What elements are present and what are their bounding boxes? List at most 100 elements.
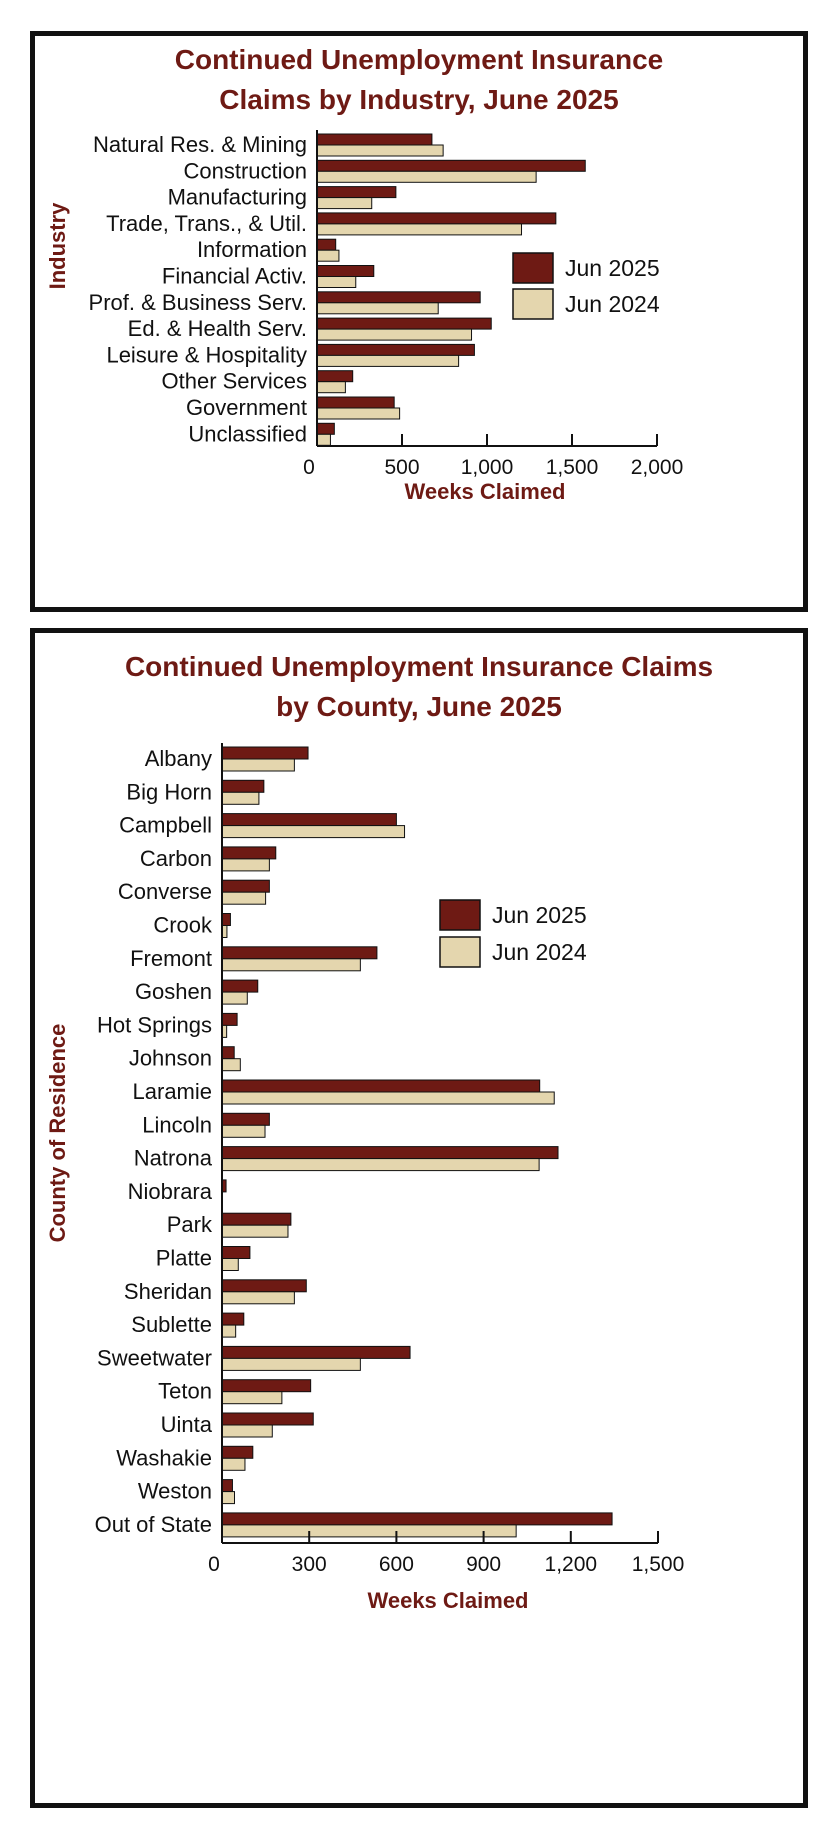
bar-jun2024-government	[316, 407, 401, 420]
x-tick-label-1: 300	[292, 1553, 327, 1576]
category-label-out-of-state: Out of State	[95, 1512, 212, 1537]
category-label-government: Government	[186, 395, 307, 420]
bar-jun2025-converse	[221, 879, 270, 893]
x-tick-label-2: 1,000	[461, 456, 514, 479]
bar-jun2025-johnson	[221, 1046, 235, 1060]
industry-chart-panel: Continued Unemployment Insurance Claims …	[30, 31, 808, 612]
category-label-johnson: Johnson	[129, 1046, 212, 1071]
bar-jun2025-prof-business-serv	[316, 291, 481, 304]
bar-jun2025-campbell	[221, 813, 397, 827]
bar-jun2025-leisure-hospitality	[316, 343, 475, 356]
bar-jun2024-fremont	[221, 958, 361, 972]
bar-jun2024-uinta	[221, 1424, 273, 1438]
bar-jun2025-fremont	[221, 946, 378, 960]
industry-title-line-1: Continued Unemployment Insurance	[174, 44, 664, 75]
category-label-laramie: Laramie	[133, 1079, 212, 1104]
category-label-big-horn: Big Horn	[126, 779, 212, 804]
bar-jun2025-platte	[221, 1246, 251, 1259]
category-label-washakie: Washakie	[116, 1445, 212, 1470]
bar-jun2025-financial-activ	[316, 265, 375, 277]
x-tick-label-5: 1,500	[632, 1553, 685, 1576]
county-chart-panel: Continued Unemployment Insurance Claims …	[30, 628, 808, 1808]
category-label-crook: Crook	[153, 913, 213, 938]
bar-jun2024-sublette	[221, 1324, 237, 1338]
bar-jun2025-teton	[221, 1379, 312, 1393]
legend-label-jun-2025: Jun 2025	[565, 255, 660, 281]
x-tick-label-2: 600	[379, 1553, 414, 1576]
category-label-campbell: Campbell	[119, 813, 212, 838]
bar-jun2025-unclassified	[316, 422, 335, 435]
bar-jun2024-park	[221, 1224, 289, 1238]
category-label-manufacturing: Manufacturing	[168, 185, 307, 210]
category-label-natrona: Natrona	[134, 1146, 213, 1171]
category-label-construction: Construction	[183, 158, 307, 183]
bar-jun2024-sheridan	[221, 1291, 295, 1305]
category-label-prof-business-serv: Prof. & Business Serv.	[89, 290, 307, 315]
county-chart-title: Continued Unemployment Insurance Claims …	[35, 647, 803, 727]
x-tick-label-1: 500	[384, 456, 419, 479]
category-label-natural-res-mining: Natural Res. & Mining	[93, 132, 307, 157]
bar-jun2025-weston	[221, 1479, 233, 1493]
legend-label-jun-2025: Jun 2025	[492, 902, 587, 928]
bar-jun2024-trade-trans-util	[316, 223, 523, 236]
bar-jun2025-out-of-state	[221, 1512, 613, 1526]
bar-jun2024-other-services	[316, 381, 346, 394]
bar-jun2025-goshen	[221, 979, 259, 993]
x-tick-label-4: 2,000	[631, 456, 684, 479]
bar-jun2024-natrona	[221, 1158, 540, 1172]
category-label-trade-trans-util: Trade, Trans., & Util.	[106, 211, 307, 236]
bar-jun2025-natural-res-mining	[316, 133, 433, 146]
bar-jun2025-information	[316, 238, 337, 251]
bar-jun2025-uinta	[221, 1412, 314, 1426]
legend-swatch-jun-2025	[439, 899, 481, 931]
bar-jun2025-big-horn	[221, 779, 265, 793]
legend-swatch-jun-2025	[512, 252, 554, 284]
bar-jun2024-information	[316, 249, 340, 262]
bar-jun2024-campbell	[221, 825, 406, 839]
bar-jun2024-big-horn	[221, 791, 260, 805]
bar-jun2025-trade-trans-util	[316, 212, 557, 225]
bar-jun2024-goshen	[221, 991, 248, 1005]
bar-jun2024-out-of-state	[221, 1524, 517, 1538]
x-tick-label-0: 0	[303, 456, 315, 479]
bar-jun2024-sweetwater	[221, 1357, 361, 1371]
bar-jun2025-albany	[221, 746, 309, 760]
bar-jun2025-sheridan	[221, 1279, 307, 1293]
x-tick-label-4: 1,200	[545, 1553, 598, 1576]
industry-bar-chart: Natural Res. & MiningConstructionManufac…	[45, 130, 684, 504]
category-label-other-services: Other Services	[162, 369, 308, 394]
bar-jun2024-leisure-hospitality	[316, 354, 460, 367]
bar-jun2025-park	[221, 1212, 292, 1226]
category-label-platte: Platte	[156, 1246, 212, 1271]
y-axis-label: Industry	[45, 202, 70, 290]
bar-jun2025-natrona	[221, 1146, 559, 1160]
bar-jun2025-carbon	[221, 846, 277, 860]
category-label-albany: Albany	[145, 746, 212, 771]
category-label-information: Information	[197, 237, 307, 262]
legend-swatch-jun-2024	[512, 288, 554, 320]
bar-jun2024-albany	[221, 758, 295, 772]
legend-label-jun-2024: Jun 2024	[492, 939, 587, 965]
category-label-sweetwater: Sweetwater	[97, 1345, 212, 1370]
category-label-unclassified: Unclassified	[188, 421, 307, 446]
legend-swatch-jun-2024	[439, 936, 481, 968]
industry-chart-title: Continued Unemployment Insurance Claims …	[35, 40, 803, 120]
bar-jun2025-sweetwater	[221, 1345, 411, 1359]
bar-jun2024-natural-res-mining	[316, 144, 444, 157]
bar-jun2025-hot-springs	[221, 1012, 238, 1026]
category-label-uinta: Uinta	[161, 1412, 213, 1437]
category-label-leisure-hospitality: Leisure & Hospitality	[106, 342, 307, 367]
bar-jun2025-crook	[221, 913, 231, 926]
x-tick-label-3: 900	[466, 1553, 501, 1576]
bar-jun2024-teton	[221, 1391, 283, 1405]
category-label-carbon: Carbon	[140, 846, 212, 871]
bar-jun2024-carbon	[221, 858, 270, 872]
bar-jun2025-ed-health-serv	[316, 317, 492, 330]
bar-jun2024-ed-health-serv	[316, 328, 473, 341]
bar-jun2025-construction	[316, 159, 586, 172]
bar-jun2024-converse	[221, 891, 267, 905]
category-label-fremont: Fremont	[130, 946, 212, 971]
bar-jun2024-financial-activ	[316, 276, 357, 288]
category-label-weston: Weston	[138, 1479, 212, 1504]
y-axis-label: County of Residence	[45, 1024, 70, 1243]
